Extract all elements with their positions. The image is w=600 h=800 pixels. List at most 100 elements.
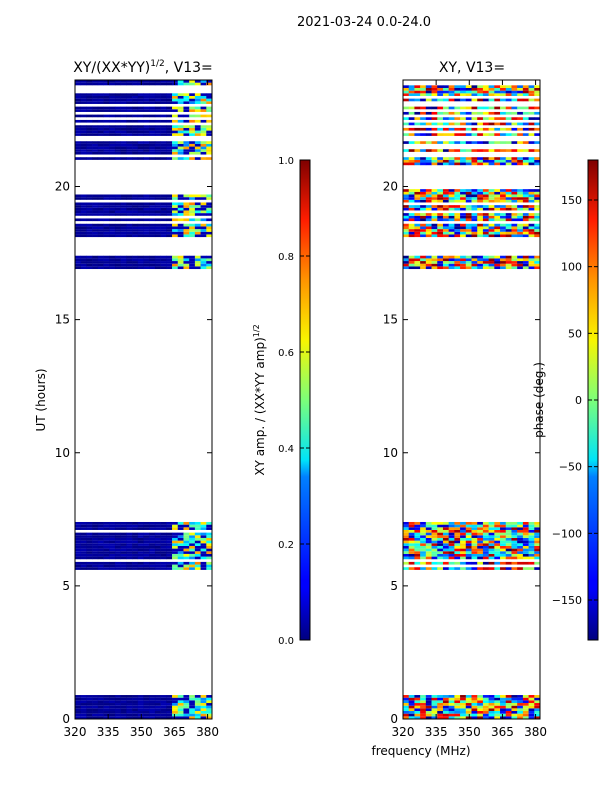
right-cell <box>408 255 415 259</box>
right-cell <box>414 231 421 235</box>
left-cell <box>126 109 133 112</box>
right-cell <box>437 205 444 208</box>
right-cell <box>500 551 507 554</box>
left-cell <box>177 527 184 530</box>
left-cell <box>177 231 184 235</box>
right-cell <box>408 226 415 230</box>
right-cell <box>511 556 518 560</box>
right-cell <box>534 231 541 235</box>
right-cell <box>448 162 455 166</box>
left-cell <box>86 98 93 102</box>
left-cell <box>172 564 179 568</box>
left-cell <box>132 127 139 131</box>
left-cell <box>126 202 133 206</box>
right-cell <box>505 85 512 88</box>
right-cell <box>482 540 489 544</box>
right-cell <box>517 551 524 554</box>
left-cell <box>189 532 196 536</box>
left-cell <box>172 545 179 549</box>
left-cell <box>166 521 173 525</box>
left-cell <box>97 697 104 701</box>
right-cell <box>534 551 541 554</box>
right-cell <box>425 215 432 219</box>
right-cell <box>437 157 444 160</box>
left-cell <box>109 114 116 118</box>
right-cell <box>494 700 501 704</box>
right-cell <box>534 191 541 195</box>
right-cell <box>488 87 495 91</box>
right-cell <box>494 106 501 110</box>
left-cell <box>137 210 144 214</box>
left-cell <box>132 524 139 528</box>
left-cell <box>172 213 179 216</box>
left-cell <box>120 109 127 112</box>
right-cell <box>482 191 489 195</box>
right-cell <box>408 553 415 557</box>
left-cell <box>109 556 116 560</box>
left-cell <box>183 540 190 544</box>
right-cell <box>511 561 518 565</box>
right-cell <box>477 90 484 94</box>
right-cell <box>511 157 518 160</box>
right-cell <box>528 548 535 552</box>
right-cell <box>494 141 501 144</box>
left-cell <box>126 548 133 552</box>
right-cell <box>454 234 461 238</box>
left-cell <box>206 141 213 144</box>
right-cell <box>420 261 427 264</box>
right-cell <box>448 561 455 565</box>
right-cell <box>460 711 467 714</box>
right-cell <box>437 229 444 232</box>
left-cell <box>166 223 173 227</box>
left-cell <box>80 535 87 538</box>
right-colorbar-tick-label: −100 <box>552 527 582 540</box>
right-cell <box>522 117 529 120</box>
right-cell <box>488 556 495 560</box>
right-cell <box>408 205 415 208</box>
right-cell <box>431 553 438 557</box>
right-cell <box>517 223 524 227</box>
left-cell <box>137 548 144 552</box>
left-cell <box>166 266 173 270</box>
left-cell <box>172 202 179 206</box>
right-cell <box>500 524 507 528</box>
left-cell <box>206 266 213 270</box>
right-cell <box>477 543 484 546</box>
left-cell <box>160 146 167 150</box>
left-cell <box>206 705 213 709</box>
right-cell <box>454 215 461 219</box>
right-cell <box>500 261 507 264</box>
left-cell <box>75 524 82 528</box>
right-cell <box>437 127 444 131</box>
right-cell <box>471 205 478 208</box>
right-cell <box>454 540 461 544</box>
right-cell <box>431 527 438 530</box>
left-cell <box>126 705 133 709</box>
left-cell <box>103 255 110 259</box>
left-cell <box>183 223 190 227</box>
right-cell <box>517 713 524 717</box>
left-cell <box>103 263 110 267</box>
left-cell <box>75 80 82 83</box>
right-cell <box>511 548 518 552</box>
right-cell <box>442 551 449 554</box>
right-cell <box>420 93 427 96</box>
left-cell <box>154 708 161 712</box>
right-cell <box>494 215 501 219</box>
right-cell <box>437 117 444 120</box>
left-cell <box>97 521 104 525</box>
right-cell <box>431 697 438 701</box>
left-cell <box>172 537 179 541</box>
left-cell <box>143 143 150 147</box>
left-cell <box>154 93 161 96</box>
right-cell <box>522 234 529 238</box>
right-cell <box>420 98 427 102</box>
left-cell <box>194 149 201 152</box>
left-cell <box>109 548 116 552</box>
left-cell <box>92 109 99 112</box>
left-cell <box>149 545 156 549</box>
left-cell <box>80 266 87 270</box>
left-cell <box>183 545 190 549</box>
right-cell <box>488 162 495 166</box>
left-cell <box>154 80 161 83</box>
